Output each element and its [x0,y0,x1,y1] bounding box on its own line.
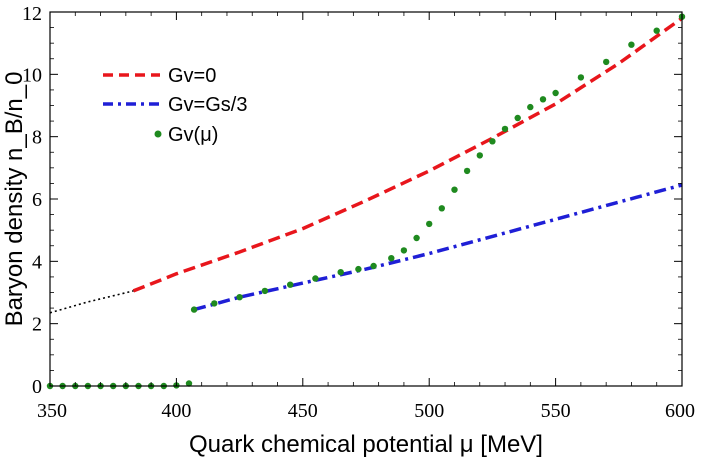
y-tick-label-5: 10 [22,64,42,86]
x-tick-label-5: 600 [665,400,695,422]
series-2-gv-point-15 [463,167,471,175]
series-2-gv-point-26 [653,27,660,34]
series-2-gv-point-23 [577,74,585,81]
series-2-gv-point-11 [413,234,420,242]
legend-label-gv-gs3: Gv=Gs/3 [168,94,247,116]
y-axis-title: Baryon density n_B/n_0 [1,72,28,327]
series-2-gv-point-8 [370,262,377,270]
series-2-gv-point-13 [438,205,445,212]
legend-label-gv0: Gv=0 [168,65,216,87]
series-2-gv-point-18 [501,125,509,133]
series-2-gv-point-10 [400,247,408,254]
tick-labels: 350 400 450 500 550 600 0 2 4 6 8 10 12 [22,3,695,422]
series-2-gv-point-19 [514,114,521,122]
x-tick-label-1: 400 [161,400,191,422]
series-2-gv-point-20 [527,103,534,111]
series-layer [46,13,686,390]
series-2-gv-point-17 [489,138,496,145]
series-2-gv-point-9 [388,255,395,262]
series-2-gv-point-21 [539,96,547,103]
series-2-gv-point-0 [190,306,198,313]
series-1-gv-gs-3-line [193,183,683,312]
series-2-gv-point-3 [261,287,269,295]
series-2-gv-point-25 [628,41,635,48]
series-0-gv-0-line [132,16,684,293]
series-2-gv-point-2 [236,294,243,301]
series-4-unnamed-line [49,290,134,314]
series-2-gv-point-24 [603,58,610,66]
y-tick-label-1: 2 [32,314,42,336]
legend-swatch-gv-mu [154,130,162,138]
series-3-unnamed-point-11 [185,380,193,387]
series-2-gv-point-6 [337,269,344,276]
y-tick-label-3: 6 [32,189,42,211]
series-2-gv-point-22 [552,89,559,97]
axis-ticks [49,11,683,387]
x-tick-label-2: 450 [288,400,318,422]
series-2-gv-point-7 [355,265,362,273]
series-2-gv-point-12 [426,220,433,228]
x-tick-label-3: 500 [414,400,444,422]
y-tick-label-4: 8 [32,127,42,149]
series-2-gv-point-4 [287,281,294,288]
x-tick-label-0: 350 [37,400,67,422]
series-2-gv-point-5 [312,275,319,282]
legend-label-gv-mu: Gv(μ) [168,124,218,146]
series-2-gv-point-1 [211,300,218,307]
y-tick-label-2: 4 [32,251,42,273]
y-tick-label-6: 12 [22,3,42,25]
x-tick-label-4: 550 [541,400,571,422]
y-tick-label-0: 0 [32,376,42,398]
legend: Gv=0 Gv=Gs/3 Gv(μ) [103,65,247,146]
series-2-gv-point-16 [476,152,483,159]
series-2-gv-point-14 [451,186,458,193]
plot-frame [49,11,683,387]
x-axis-title: Quark chemical potential μ [MeV] [189,431,543,458]
